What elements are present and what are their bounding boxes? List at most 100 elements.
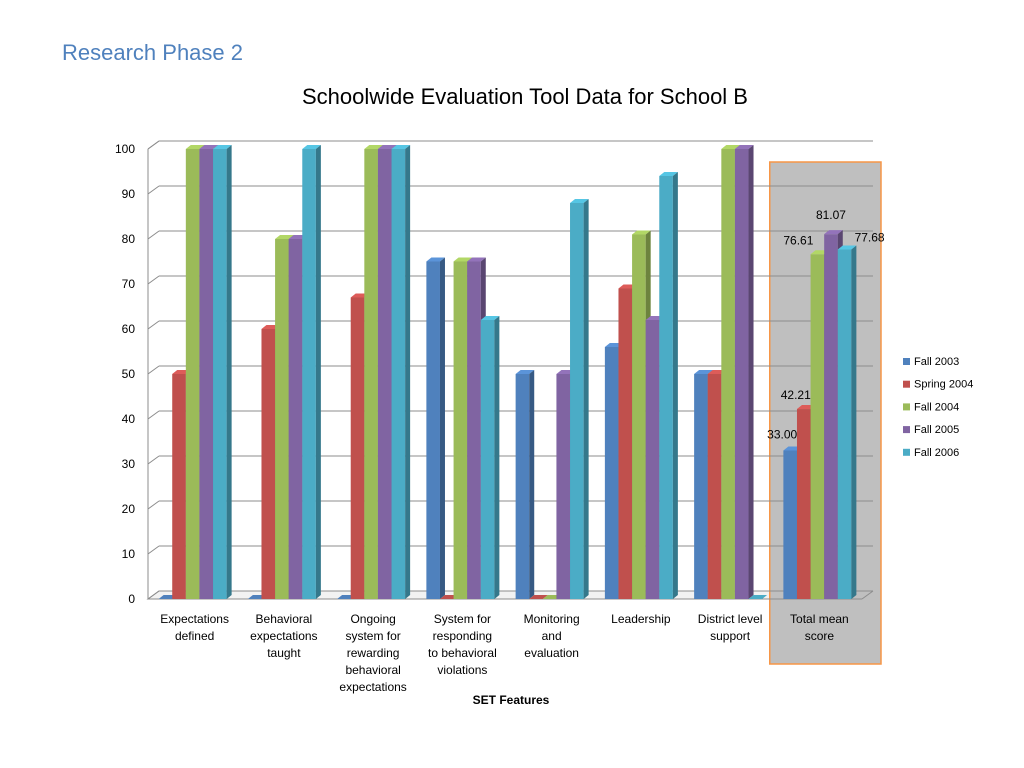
bar-0-4 (213, 149, 227, 599)
x-category-line: expectations (339, 680, 406, 694)
x-category-line: score (805, 629, 835, 643)
bar-zero-6-4 (748, 595, 768, 599)
y-tick-label: 80 (122, 232, 136, 246)
bar-side-1-4 (315, 145, 321, 599)
x-category-line: system for (345, 629, 400, 643)
bar-top-0-2 (185, 145, 205, 149)
bar-6-2 (721, 149, 735, 599)
bar-1-4 (302, 149, 316, 599)
bar-2-3 (377, 149, 392, 599)
bar-side-6-3 (748, 145, 754, 599)
bar-1-2 (275, 239, 289, 599)
bar-top-6-0 (694, 370, 713, 374)
x-category-line: Total mean (790, 612, 849, 626)
legend-label: Fall 2003 (914, 356, 959, 368)
bar-top-3-2 (453, 257, 473, 262)
bar-5-3 (645, 320, 660, 599)
bar-5-1 (618, 288, 633, 599)
y-tick-label: 60 (122, 322, 136, 336)
bar-side-3-0 (439, 257, 445, 599)
y-tick-label: 20 (122, 502, 136, 516)
legend-label: Fall 2004 (914, 401, 959, 413)
bar-3-0 (426, 261, 440, 599)
y-tick-label: 0 (128, 592, 135, 606)
legend-label: Fall 2006 (914, 447, 959, 459)
x-category-line: defined (175, 629, 214, 643)
bar-6-1 (707, 374, 722, 599)
grid-diag (147, 275, 160, 285)
data-label: 33.00 (767, 428, 797, 442)
bar-4-4 (570, 203, 584, 599)
y-tick-label: 30 (122, 457, 136, 471)
grid-diag (147, 320, 160, 330)
x-category-line: Ongoing (350, 612, 395, 626)
grid-diag (147, 590, 160, 600)
x-category-line: Behavioral (256, 612, 313, 626)
x-category-label: Expectations defined (160, 612, 229, 643)
bar-top-0-3 (199, 145, 219, 149)
y-tick-label: 10 (122, 547, 136, 561)
x-category-label: Behavioral expectations taught (250, 612, 317, 660)
bar-7-3 (824, 234, 838, 599)
x-category-line: and (542, 629, 562, 643)
x-category-line: behavioral (345, 663, 400, 677)
x-category-line: to behavioral (428, 646, 497, 660)
x-category-line: System for (434, 612, 491, 626)
bar-top-6-3 (734, 145, 754, 149)
bar-side-3-4 (494, 316, 500, 599)
bar-side-0-4 (226, 145, 232, 599)
legend-swatch (903, 358, 910, 365)
bar-top-2-2 (364, 145, 383, 149)
bar-side-5-4 (672, 172, 678, 599)
x-axis-end (861, 590, 874, 600)
grid-diag (147, 545, 160, 555)
x-category-line: taught (267, 646, 301, 660)
bar-0-2 (185, 149, 200, 599)
legend-swatch (903, 448, 910, 456)
y-axis-top (147, 140, 160, 150)
bar-top-6-2 (721, 145, 740, 149)
data-label: 76.61 (783, 233, 813, 247)
x-category-line: District level (698, 612, 763, 626)
data-label: 77.68 (855, 230, 885, 244)
legend-swatch (903, 426, 910, 434)
y-tick-label: 40 (122, 412, 136, 426)
bar-side-7-4 (851, 245, 857, 599)
plot-back (148, 141, 873, 149)
bar-side-2-4 (405, 145, 411, 599)
x-category-label: System for responding to behavioral violati… (428, 612, 497, 677)
bar-top-4-0 (515, 370, 535, 374)
bar-3-3 (467, 261, 481, 599)
legend-label: Spring 2004 (914, 379, 973, 391)
x-category-label: Total mean score (790, 612, 849, 643)
grid-diag (147, 410, 160, 420)
x-category-line: Leadership (611, 612, 671, 626)
bar-top-3-4 (480, 316, 500, 320)
x-category-line: violations (437, 663, 487, 677)
data-label: 81.07 (816, 208, 846, 222)
x-category-line: evaluation (524, 646, 579, 660)
bar-top-5-4 (659, 172, 678, 176)
bar-side-4-4 (583, 199, 589, 599)
bar-top-2-4 (391, 145, 411, 149)
bar-3-2 (453, 261, 468, 599)
legend-label: Fall 2005 (914, 424, 959, 436)
grid-diag (147, 365, 160, 375)
chart-title: Schoolwide Evaluation Tool Data for Scho… (302, 84, 748, 109)
bar-5-0 (604, 347, 619, 599)
x-category-label: Leadership (611, 612, 671, 626)
data-label: 42.21 (781, 388, 811, 402)
bar-7-2 (810, 254, 825, 599)
grid-diag (147, 230, 160, 240)
bar-4-0 (515, 374, 530, 599)
x-category-line: Monitoring (524, 612, 580, 626)
x-category-label: Monitoring and evaluation (524, 612, 580, 660)
bar-0-3 (199, 149, 214, 599)
bar-1-3 (288, 239, 303, 599)
bar-6-0 (694, 374, 708, 599)
legend-swatch (903, 403, 910, 411)
bar-top-4-4 (570, 199, 589, 203)
bar-6-3 (734, 149, 749, 599)
bar-zero-4-1 (529, 595, 548, 599)
